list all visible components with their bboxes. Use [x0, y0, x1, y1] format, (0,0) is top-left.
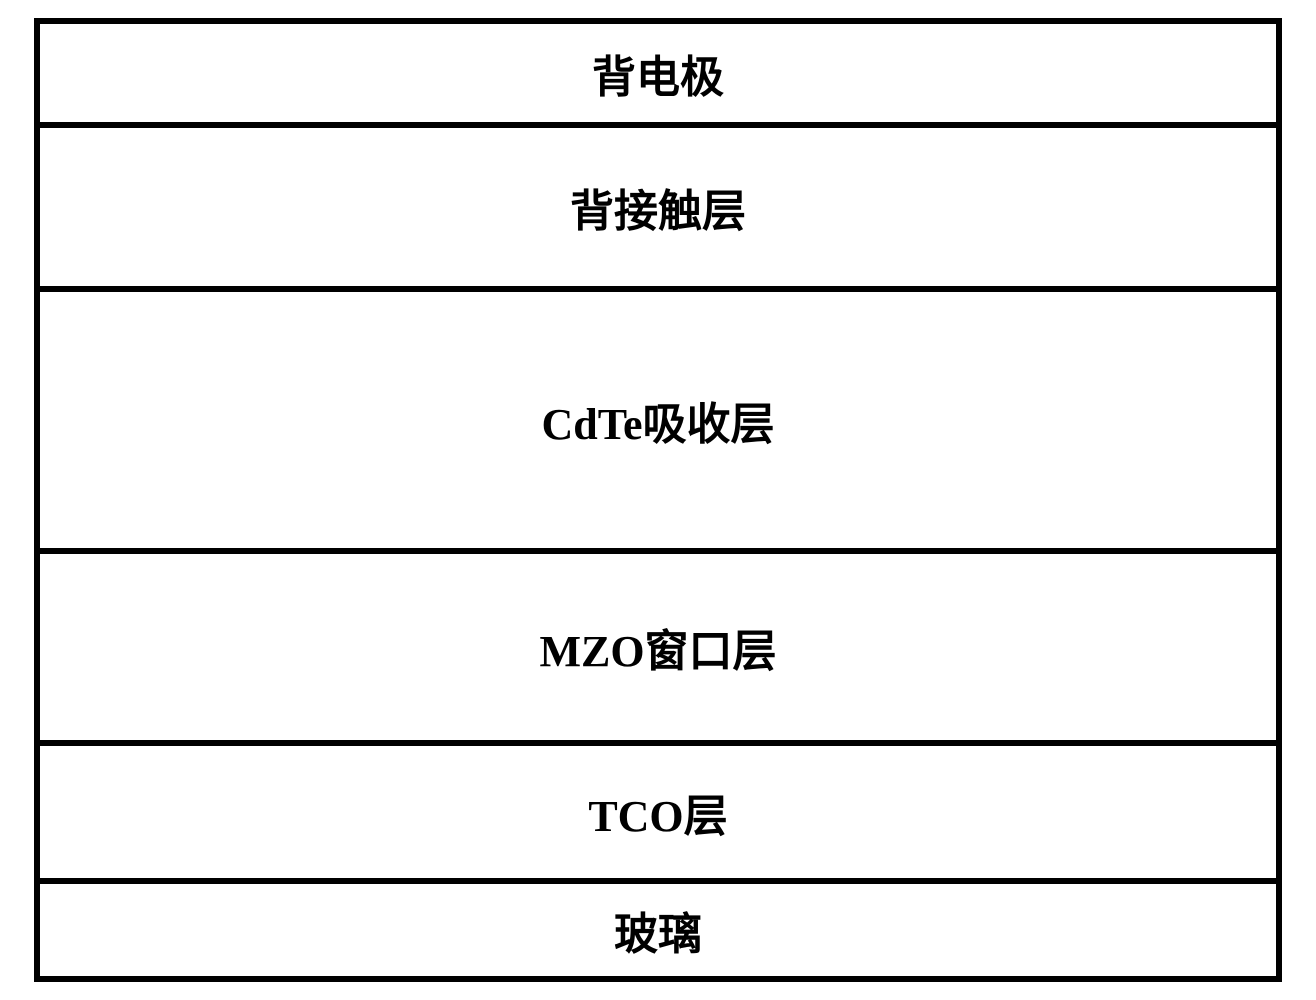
layer-stack: 背电极背接触层CdTe吸收层MZO窗口层TCO层玻璃 — [34, 18, 1282, 982]
layer-back-contact: 背接触层 — [34, 122, 1282, 286]
layer-mzo-window: MZO窗口层 — [34, 548, 1282, 740]
layer-glass-substrate: 玻璃 — [34, 878, 1282, 982]
layer-tco-layer: TCO层 — [34, 740, 1282, 878]
layer-back-electrode: 背电极 — [34, 18, 1282, 122]
layer-cdte-absorber: CdTe吸收层 — [34, 286, 1282, 548]
